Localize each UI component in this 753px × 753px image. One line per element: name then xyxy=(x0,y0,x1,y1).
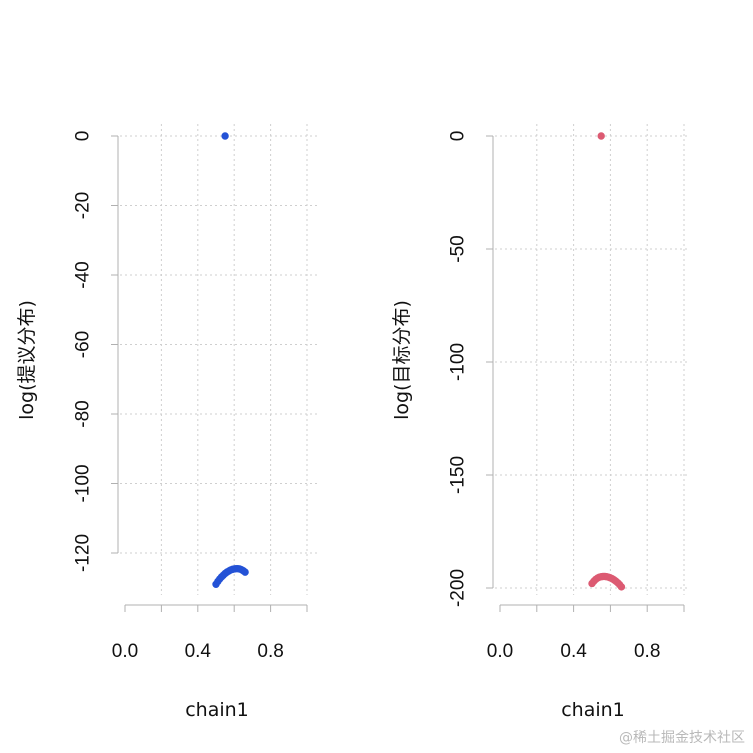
y-tick-label: -20 xyxy=(73,192,94,219)
y-tick-label: -150 xyxy=(448,456,469,494)
y-axis-title: log(目标分布) xyxy=(391,300,413,420)
data-point xyxy=(241,568,249,576)
x-tick-label: 0.8 xyxy=(634,641,660,662)
data-point xyxy=(221,132,229,140)
x-axis-title: chain1 xyxy=(561,699,625,721)
panel-1: 0 -20 -40 -60 -80 -100 -120 0.0 0.4 0.8 log(提议分布) c… xyxy=(16,124,318,721)
x-tick-label: 0.0 xyxy=(487,641,513,662)
y-tick-label: -200 xyxy=(448,569,469,607)
y-tick-label: -100 xyxy=(73,464,94,502)
watermark-text: @稀土掘金技术社区 xyxy=(619,730,745,746)
y-tick-label: -50 xyxy=(448,235,469,262)
x-tick-label: 0.0 xyxy=(112,641,138,662)
x-tick-label: 0.4 xyxy=(560,641,587,662)
y-tick-label: -40 xyxy=(73,261,94,288)
y-tick-label: 0 xyxy=(448,131,469,142)
data-point xyxy=(597,132,605,140)
y-axis-title: log(提议分布) xyxy=(16,300,38,420)
y-tick-label: -100 xyxy=(448,343,469,381)
y-tick-label: -80 xyxy=(73,400,94,427)
panel-2: 0 -50 -100 -150 -200 0.0 0.4 0.8 log(目标分布) chain1 xyxy=(391,124,690,721)
x-tick-label: 0.8 xyxy=(257,641,283,662)
data-point xyxy=(617,583,626,591)
y-tick-label: -60 xyxy=(73,331,94,358)
y-tick-label: 0 xyxy=(73,131,94,142)
y-tick-label: -120 xyxy=(73,534,94,572)
x-tick-label: 0.4 xyxy=(185,641,212,662)
x-axis-title: chain1 xyxy=(185,699,249,721)
